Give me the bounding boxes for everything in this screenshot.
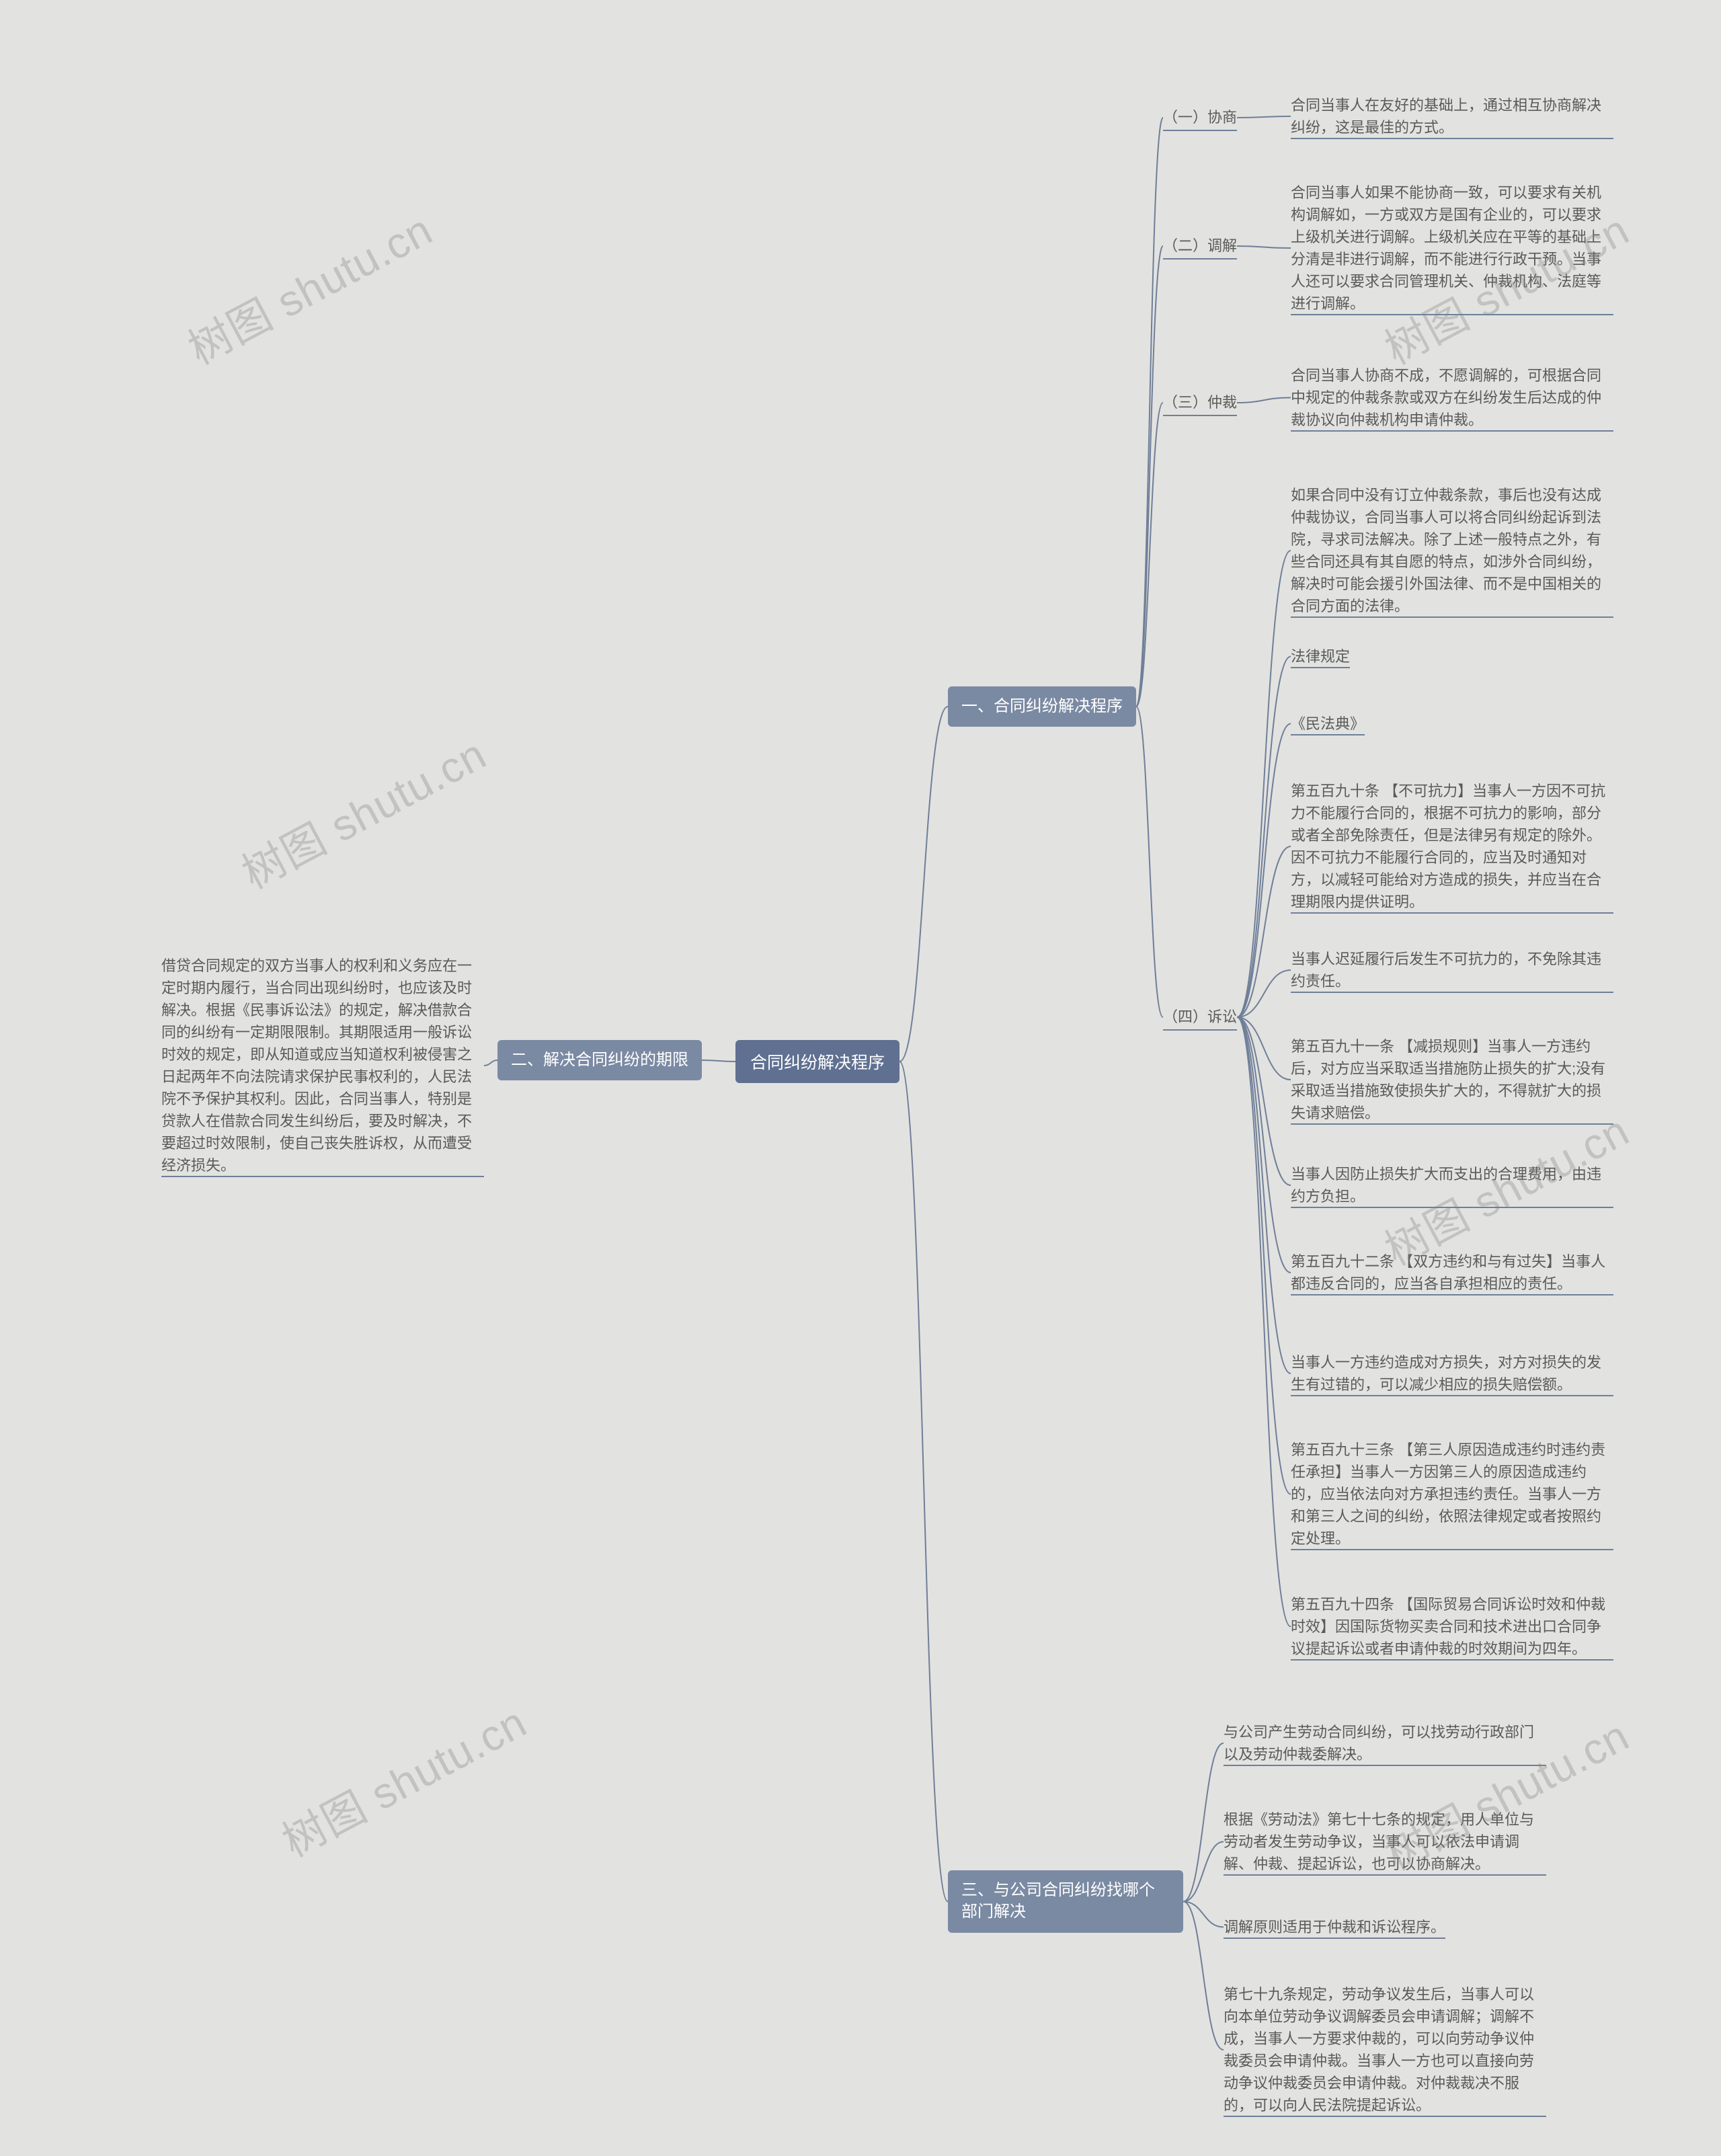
- sub-node-litigation: （四）诉讼: [1163, 1004, 1237, 1030]
- branch-node-department: 三、与公司合同纠纷找哪个部门解决: [948, 1870, 1183, 1933]
- sub-node-mediation: （二）调解: [1163, 233, 1237, 259]
- leaf-litigation-3: 第五百九十条 【不可抗力】当事人一方因不可抗力不能履行合同的，根据不可抗力的影响…: [1291, 780, 1613, 913]
- leaf-time-limit: 借贷合同规定的双方当事人的权利和义务应在一定时期内履行，当合同出现纠纷时，也应该…: [161, 955, 484, 1176]
- leaf-arbitration: 合同当事人协商不成，不愿调解的，可根据合同中规定的仲裁条款或双方在纠纷发生后达成…: [1291, 364, 1613, 431]
- leaf-litigation-6: 当事人因防止损失扩大而支出的合理费用，由违约方负担。: [1291, 1163, 1613, 1207]
- leaf-litigation-4: 当事人迟延履行后发生不可抗力的，不免除其违约责任。: [1291, 948, 1613, 992]
- leaf-litigation-8: 当事人一方违约造成对方损失，对方对损失的发生有过错的，可以减少相应的损失赔偿额。: [1291, 1351, 1613, 1396]
- leaf-litigation-9: 第五百九十三条 【第三人原因造成违约时违约责任承担】当事人一方因第三人的原因造成…: [1291, 1439, 1613, 1550]
- leaf-dept-3: 第七十九条规定，劳动争议发生后，当事人可以向本单位劳动争议调解委员会申请调解；调…: [1224, 1983, 1546, 2116]
- sub-node-arbitration: （三）仲裁: [1163, 390, 1237, 415]
- leaf-litigation-2: 《民法典》: [1291, 713, 1365, 735]
- root-node: 合同纠纷解决程序: [735, 1040, 899, 1083]
- leaf-dept-0: 与公司产生劳动合同纠纷，可以找劳动行政部门以及劳动仲裁委解决。: [1224, 1721, 1546, 1765]
- leaf-negotiation: 合同当事人在友好的基础上，通过相互协商解决纠纷，这是最佳的方式。: [1291, 94, 1613, 138]
- leaf-litigation-0: 如果合同中没有订立仲裁条款，事后也没有达成仲裁协议，合同当事人可以将合同纠纷起诉…: [1291, 484, 1613, 617]
- leaf-dept-1: 根据《劳动法》第七十七条的规定，用人单位与劳动者发生劳动争议，当事人可以依法申请…: [1224, 1808, 1546, 1875]
- leaf-dept-2: 调解原则适用于仲裁和诉讼程序。: [1224, 1916, 1445, 1938]
- leaf-litigation-5: 第五百九十一条 【减损规则】当事人一方违约后，对方应当采取适当措施防止损失的扩大…: [1291, 1035, 1613, 1124]
- branch-node-procedure: 一、合同纠纷解决程序: [948, 686, 1136, 727]
- leaf-litigation-7: 第五百九十二条 【双方违约和与有过失】当事人都违反合同的，应当各自承担相应的责任…: [1291, 1250, 1613, 1295]
- branch-node-time-limit: 二、解决合同纠纷的期限: [497, 1040, 702, 1080]
- sub-node-negotiation: （一）协商: [1163, 105, 1237, 130]
- leaf-litigation-1: 法律规定: [1291, 645, 1350, 668]
- leaf-litigation-10: 第五百九十四条 【国际贸易合同诉讼时效和仲裁时效】因国际货物买卖合同和技术进出口…: [1291, 1593, 1613, 1660]
- leaf-mediation: 合同当事人如果不能协商一致，可以要求有关机构调解如，一方或双方是国有企业的，可以…: [1291, 182, 1613, 315]
